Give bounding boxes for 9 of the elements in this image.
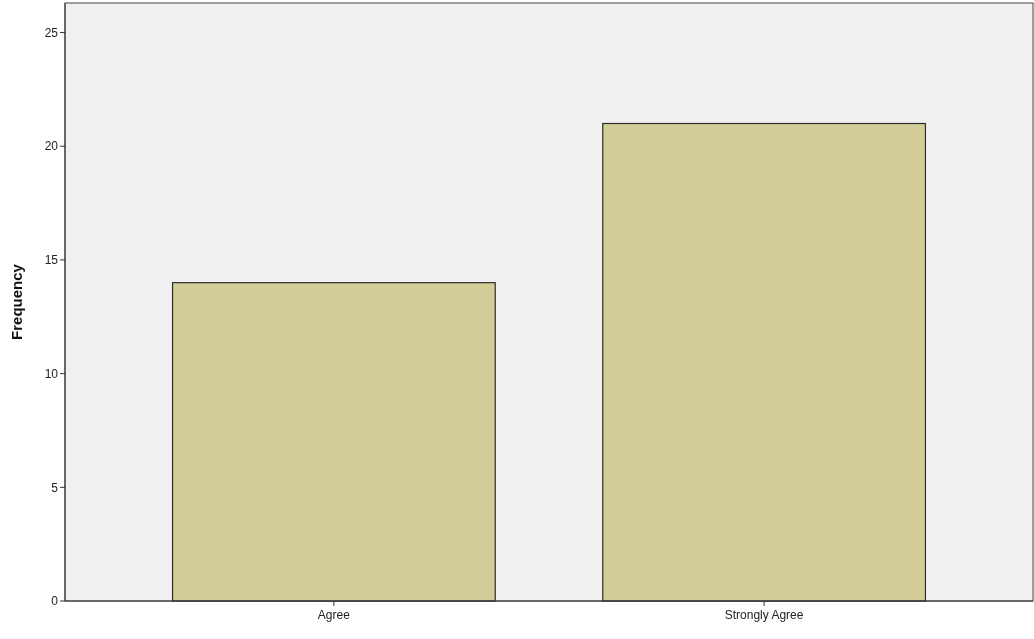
y-tick-label: 0 (51, 594, 59, 609)
y-axis-title: Frequency (8, 263, 25, 340)
y-tick-label: 20 (44, 139, 59, 154)
y-tick-label: 5 (51, 480, 59, 495)
x-tick-label: Agree (317, 608, 351, 622)
y-tick-label: 15 (44, 253, 59, 268)
x-tick-label: Strongly Agree (724, 608, 804, 622)
y-tick-label: 10 (44, 366, 59, 381)
y-tick-label: 25 (44, 25, 59, 40)
